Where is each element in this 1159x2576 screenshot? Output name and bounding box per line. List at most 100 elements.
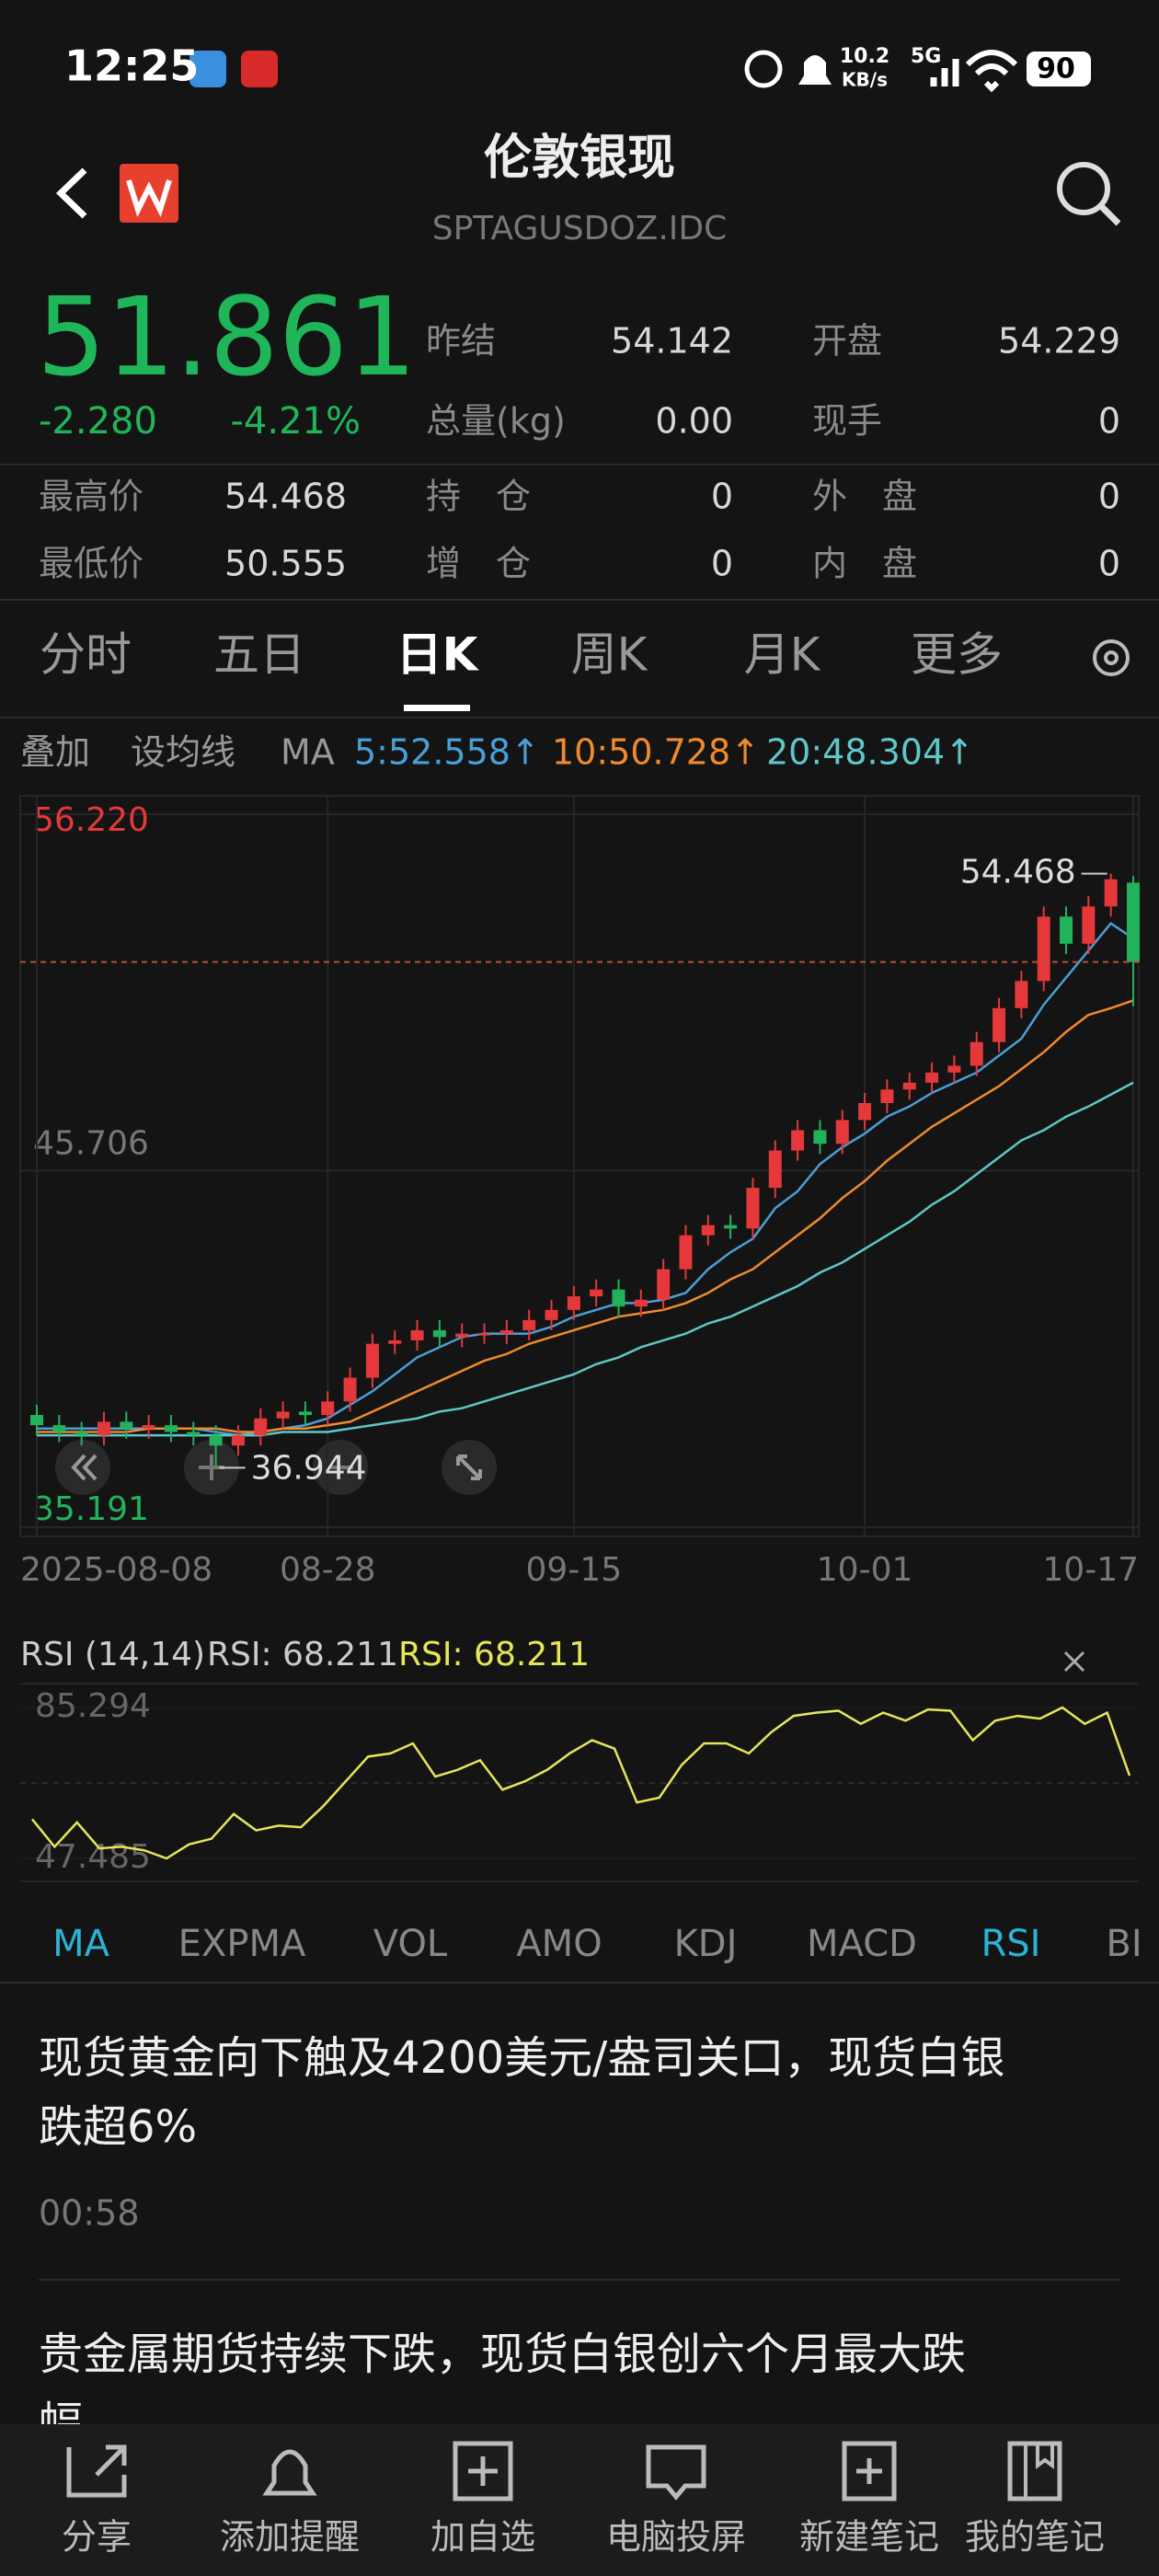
stat-value: 54.468 — [224, 477, 347, 517]
fullscreen-icon — [456, 1455, 482, 1480]
news-title[interactable]: 跌超6% — [39, 2101, 197, 2153]
stat-label: 昨结 — [426, 321, 496, 362]
note-icon — [842, 2441, 897, 2501]
toolbar-button[interactable]: 添加提醒 — [220, 2517, 360, 2558]
candle-body — [343, 1377, 357, 1402]
candle-body — [254, 1418, 268, 1436]
candle-body — [993, 1007, 1006, 1042]
toolbar-button[interactable]: 加自选 — [430, 2517, 535, 2558]
candle-body — [858, 1102, 872, 1121]
candle-body — [612, 1289, 625, 1307]
rsi-value: RSI: 68.211 — [207, 1636, 398, 1673]
indicator-tab[interactable]: AMO — [516, 1923, 602, 1965]
candle-body — [432, 1329, 446, 1338]
period-tab[interactable]: 周K — [571, 628, 648, 682]
news-title[interactable]: 贵金属期货持续下跌，现货白银创六个月最大跌 — [39, 2329, 966, 2380]
active-tab-indicator — [404, 705, 470, 711]
candle-body — [187, 1432, 201, 1436]
stat-value: 54.142 — [611, 321, 733, 362]
candle-body — [590, 1289, 603, 1297]
candle-body — [231, 1435, 245, 1446]
candle-body — [164, 1425, 178, 1432]
indicator-tab[interactable]: VOL — [373, 1923, 448, 1965]
stat-label: 最高价 — [39, 477, 143, 517]
period-tab[interactable]: 月K — [744, 628, 821, 682]
indicator-tab[interactable]: EXPMA — [178, 1923, 306, 1965]
candle-body — [1015, 981, 1028, 1008]
net-speed-unit: KB/s — [842, 69, 888, 91]
rsi-value-highlight: RSI: 68.211 — [398, 1636, 590, 1673]
back-button[interactable] — [55, 167, 87, 219]
period-tab[interactable]: 日K — [396, 628, 480, 682]
toolbar-button[interactable]: 分享 — [62, 2517, 132, 2558]
app-icon — [189, 51, 226, 87]
period-tab[interactable]: 更多 — [911, 628, 1003, 682]
candle-body — [947, 1065, 961, 1073]
ma-line — [37, 922, 1134, 1437]
candle-body — [970, 1041, 983, 1066]
ma-legend: 10:50.728↑ — [552, 732, 760, 773]
indicator-tab[interactable]: MA — [52, 1923, 110, 1965]
indicator-tab[interactable]: BI — [1106, 1923, 1142, 1965]
stat-label: 内 盘 — [812, 544, 917, 584]
candle-body — [567, 1296, 580, 1310]
stat-value: 0 — [1098, 401, 1120, 442]
bell-icon — [262, 2449, 317, 2496]
settings-dot — [1104, 650, 1119, 665]
candle-body — [791, 1130, 805, 1151]
indicator-tab[interactable]: MACD — [807, 1923, 917, 1965]
mute-icon — [798, 55, 832, 85]
stat-value: 0 — [711, 544, 733, 584]
candle-body — [477, 1333, 491, 1336]
candle-body — [75, 1432, 88, 1436]
candle-body — [298, 1411, 312, 1416]
ma-setting-button[interactable]: 设均线 — [131, 732, 235, 773]
news-title[interactable]: 现货黄金向下触及4200美元/盎司关口，现货白银 — [39, 2032, 1004, 2084]
toolbar-button[interactable]: 电脑投屏 — [606, 2517, 746, 2558]
stat-label: 持 仓 — [426, 477, 531, 517]
candle-body — [388, 1340, 402, 1344]
stat-value: 0 — [1098, 477, 1120, 517]
candle-body — [97, 1421, 110, 1436]
period-tab[interactable]: 分时 — [40, 628, 132, 682]
candle-body — [746, 1188, 760, 1229]
y-tick-label: 45.706 — [33, 1124, 149, 1162]
candle-body — [657, 1269, 671, 1300]
stat-label: 总量(kg) — [426, 401, 566, 442]
price-change: -2.280 — [39, 400, 157, 443]
network-type: 5G — [911, 45, 941, 68]
toolbar-button[interactable]: 我的笔记 — [965, 2517, 1105, 2558]
stat-value: 0 — [1098, 544, 1120, 584]
overlay-button[interactable]: 叠加 — [20, 732, 90, 773]
candle-body — [701, 1225, 715, 1236]
candle-body — [120, 1421, 133, 1429]
stat-label: 开盘 — [812, 321, 882, 362]
search-button[interactable] — [1057, 162, 1110, 215]
stat-value: 0.00 — [655, 401, 733, 442]
rsi-tick-label: 85.294 — [35, 1687, 151, 1725]
indicator-tab[interactable]: RSI — [981, 1923, 1041, 1965]
ma-line — [37, 999, 1134, 1433]
instrument-code: SPTAGUSDOZ.IDC — [432, 210, 727, 247]
stat-value: 0 — [711, 477, 733, 517]
period-tab[interactable]: 五日 — [213, 628, 305, 682]
plot-frame — [19, 795, 1140, 1537]
candle-body — [455, 1333, 469, 1338]
rsi-title: RSI (14,14) — [20, 1636, 205, 1673]
toolbar-button[interactable]: 新建笔记 — [799, 2517, 939, 2558]
ma-legend: 20:48.304↑ — [766, 732, 974, 773]
candle-body — [52, 1425, 66, 1432]
brand-mark — [126, 179, 172, 217]
page-title: 伦敦银现 — [484, 131, 675, 186]
candle-body — [1060, 916, 1073, 944]
close-rsi-button[interactable] — [1063, 1650, 1085, 1673]
add-icon-plus — [468, 2456, 498, 2486]
indicator-tab[interactable]: KDJ — [674, 1923, 738, 1965]
rsi-tick-label: 47.485 — [35, 1838, 151, 1876]
screen-icon — [646, 2444, 706, 2501]
candle-body — [1127, 882, 1140, 962]
settings-button[interactable] — [1093, 639, 1130, 676]
